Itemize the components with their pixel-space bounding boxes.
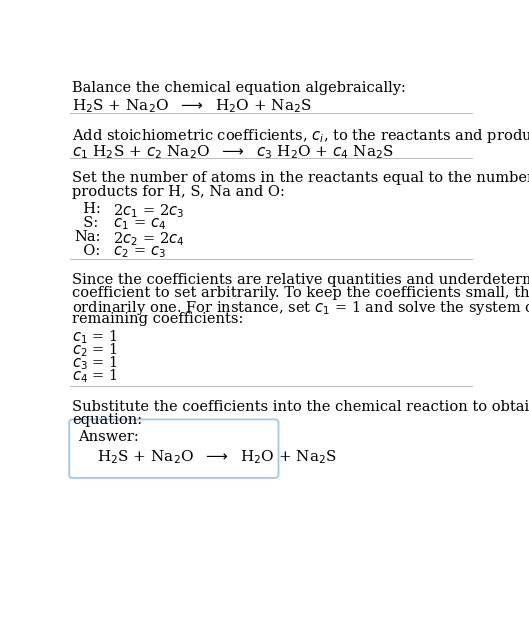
Text: S:: S: (74, 216, 98, 230)
Text: H$_2$S + Na$_2$O  $\longrightarrow$  H$_2$O + Na$_2$S: H$_2$S + Na$_2$O $\longrightarrow$ H$_2$… (72, 98, 312, 115)
Text: Substitute the coefficients into the chemical reaction to obtain the balanced: Substitute the coefficients into the che… (72, 400, 529, 414)
FancyBboxPatch shape (69, 419, 278, 478)
Text: O:: O: (74, 244, 100, 258)
Text: remaining coefficients:: remaining coefficients: (72, 312, 244, 327)
Text: Since the coefficients are relative quantities and underdetermined, choose a: Since the coefficients are relative quan… (72, 273, 529, 287)
Text: H:: H: (74, 203, 101, 216)
Text: $c_2$ = $c_3$: $c_2$ = $c_3$ (109, 244, 166, 260)
Text: Balance the chemical equation algebraically:: Balance the chemical equation algebraica… (72, 81, 406, 95)
Text: Set the number of atoms in the reactants equal to the number of atoms in the: Set the number of atoms in the reactants… (72, 172, 529, 186)
Text: $c_4$ = 1: $c_4$ = 1 (72, 367, 118, 385)
Text: coefficient to set arbitrarily. To keep the coefficients small, the arbitrary va: coefficient to set arbitrarily. To keep … (72, 286, 529, 300)
Text: $c_2$ = 1: $c_2$ = 1 (72, 341, 118, 359)
Text: ordinarily one. For instance, set $c_1$ = 1 and solve the system of equations fo: ordinarily one. For instance, set $c_1$ … (72, 299, 529, 317)
Text: 2$c_1$ = 2$c_3$: 2$c_1$ = 2$c_3$ (109, 203, 184, 220)
Text: Na:: Na: (74, 230, 101, 244)
Text: $c_1$ = 1: $c_1$ = 1 (72, 328, 118, 345)
Text: $c_1$ = $c_4$: $c_1$ = $c_4$ (109, 216, 166, 232)
Text: $c_1$ H$_2$S + $c_2$ Na$_2$O  $\longrightarrow$  $c_3$ H$_2$O + $c_4$ Na$_2$S: $c_1$ H$_2$S + $c_2$ Na$_2$O $\longright… (72, 144, 394, 162)
Text: H$_2$S + Na$_2$O  $\longrightarrow$  H$_2$O + Na$_2$S: H$_2$S + Na$_2$O $\longrightarrow$ H$_2$… (97, 449, 337, 466)
Text: equation:: equation: (72, 413, 142, 427)
Text: products for H, S, Na and O:: products for H, S, Na and O: (72, 184, 285, 199)
Text: 2$c_2$ = 2$c_4$: 2$c_2$ = 2$c_4$ (109, 230, 185, 248)
Text: Add stoichiometric coefficients, $c_i$, to the reactants and products:: Add stoichiometric coefficients, $c_i$, … (72, 127, 529, 145)
Text: $c_3$ = 1: $c_3$ = 1 (72, 354, 118, 372)
Text: Answer:: Answer: (78, 430, 139, 444)
